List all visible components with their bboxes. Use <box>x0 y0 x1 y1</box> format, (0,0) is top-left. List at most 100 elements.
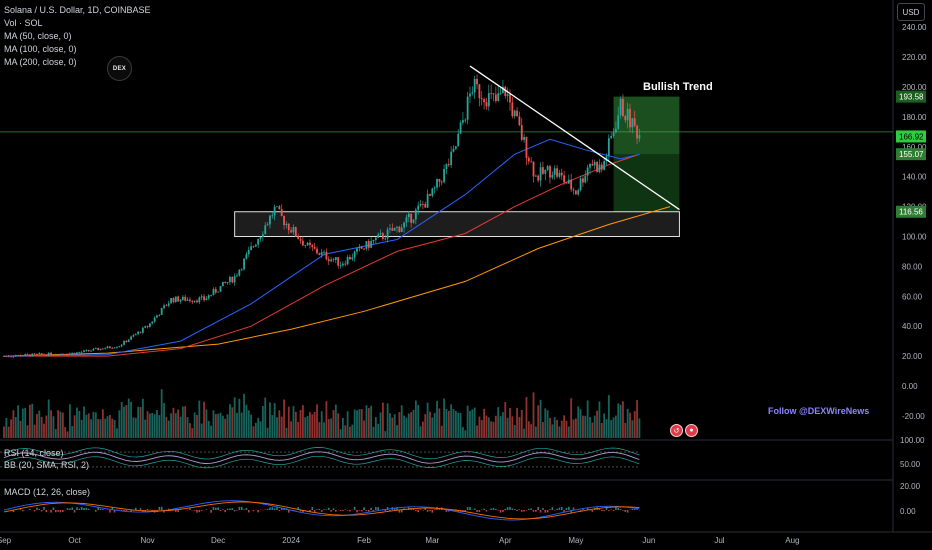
candle-body <box>186 299 189 301</box>
candle-body <box>497 93 500 102</box>
macd-bar <box>624 510 627 512</box>
candle-body <box>71 352 74 354</box>
volume-bar <box>636 400 638 438</box>
volume-bar <box>492 421 495 438</box>
volume-bar <box>617 403 620 438</box>
macd-bar <box>478 510 481 513</box>
volume-bar <box>54 429 57 438</box>
macd-bar <box>52 507 55 510</box>
volume-bar <box>349 426 351 438</box>
macd-bar <box>200 510 203 511</box>
target-zone <box>613 96 680 212</box>
macd-bar <box>198 510 201 513</box>
volume-bar <box>64 427 67 438</box>
candle-body <box>582 178 584 183</box>
y-tick-label-13: -20.00 <box>902 412 925 421</box>
macd-bar <box>544 510 547 513</box>
candle-body <box>240 269 243 271</box>
volume-bar <box>116 428 118 438</box>
candle-body <box>490 93 493 94</box>
candle-body <box>506 94 509 96</box>
macd-bar <box>511 508 514 510</box>
candle-body <box>318 253 321 255</box>
rsi-label: RSI (14, close) <box>4 448 64 458</box>
volume-bar <box>450 404 453 438</box>
currency-button[interactable]: USD <box>897 3 925 21</box>
candle-body <box>607 138 610 157</box>
y-tick-label-0: 240.00 <box>902 23 927 32</box>
macd-bar <box>509 506 511 510</box>
candle-body <box>492 93 495 95</box>
x-tick-label-10: Jul <box>714 536 724 545</box>
macd-bar <box>252 510 255 512</box>
volume-bar <box>113 419 116 438</box>
volume-bar <box>109 415 111 438</box>
replay-icon[interactable]: ↺ <box>670 424 683 437</box>
volume-bar <box>47 399 50 438</box>
macd-bar <box>175 510 177 512</box>
candle-body <box>603 161 606 170</box>
macd-bar <box>363 507 365 510</box>
volume-bar <box>525 396 528 438</box>
volume-bar <box>290 421 293 438</box>
candle-body <box>572 189 575 191</box>
macd-bar <box>433 509 436 510</box>
candle-body <box>356 248 358 252</box>
macd-bar <box>591 510 594 512</box>
macd-bar <box>570 510 572 513</box>
volume-bar <box>205 409 208 438</box>
macd-bar <box>565 507 568 510</box>
volume-bar <box>224 418 227 438</box>
macd-bar <box>12 510 15 512</box>
volume-bar <box>254 422 257 438</box>
macd-bar <box>464 510 467 512</box>
candle-body <box>118 346 121 348</box>
volume-bar <box>426 402 429 438</box>
x-tick-label-4: 2024 <box>282 536 300 545</box>
macd-bar <box>102 509 104 510</box>
candle-body <box>87 349 90 351</box>
volume-bar <box>332 410 335 438</box>
volume-bar <box>459 413 462 438</box>
candle-body <box>299 239 302 241</box>
macd-bar <box>177 510 179 513</box>
volume-bar <box>396 425 398 438</box>
volume-bar <box>527 421 530 438</box>
volume-bar <box>589 416 591 438</box>
volume-bar <box>638 418 641 438</box>
volume-bar <box>156 410 158 438</box>
candle-body <box>398 226 401 232</box>
volume-bar <box>619 404 622 438</box>
candle-body <box>109 346 111 348</box>
volume-bar <box>405 417 408 438</box>
macd-bar <box>297 507 299 510</box>
volume-bar <box>544 408 547 438</box>
candle-body <box>341 263 344 266</box>
volume-bar <box>563 415 566 438</box>
candle-body <box>513 110 516 117</box>
macd-bar <box>622 510 624 511</box>
macd-bar <box>287 510 290 513</box>
volume-bar <box>513 424 516 438</box>
volume-bar <box>570 398 573 438</box>
alert-icon[interactable]: ● <box>685 424 698 437</box>
candle-body <box>431 188 434 196</box>
candle-body <box>61 353 64 355</box>
volume-bar <box>301 405 304 438</box>
volume-bar <box>344 425 347 438</box>
macd-bar <box>535 510 537 512</box>
candle-body <box>139 331 142 333</box>
volume-bar <box>92 411 95 438</box>
volume-bar <box>379 412 382 438</box>
macd-group <box>3 500 641 521</box>
candle-body <box>316 248 318 254</box>
candle-body <box>278 206 281 210</box>
volume-bar <box>252 426 255 438</box>
candle-body <box>106 346 109 349</box>
candle-body <box>196 300 198 303</box>
y-tick-label-3: 180.00 <box>902 113 927 122</box>
volume-bar <box>629 412 631 438</box>
macd-bar <box>210 510 212 513</box>
symbol-title: Solana / U.S. Dollar, 1D, COINBASE <box>4 5 151 15</box>
